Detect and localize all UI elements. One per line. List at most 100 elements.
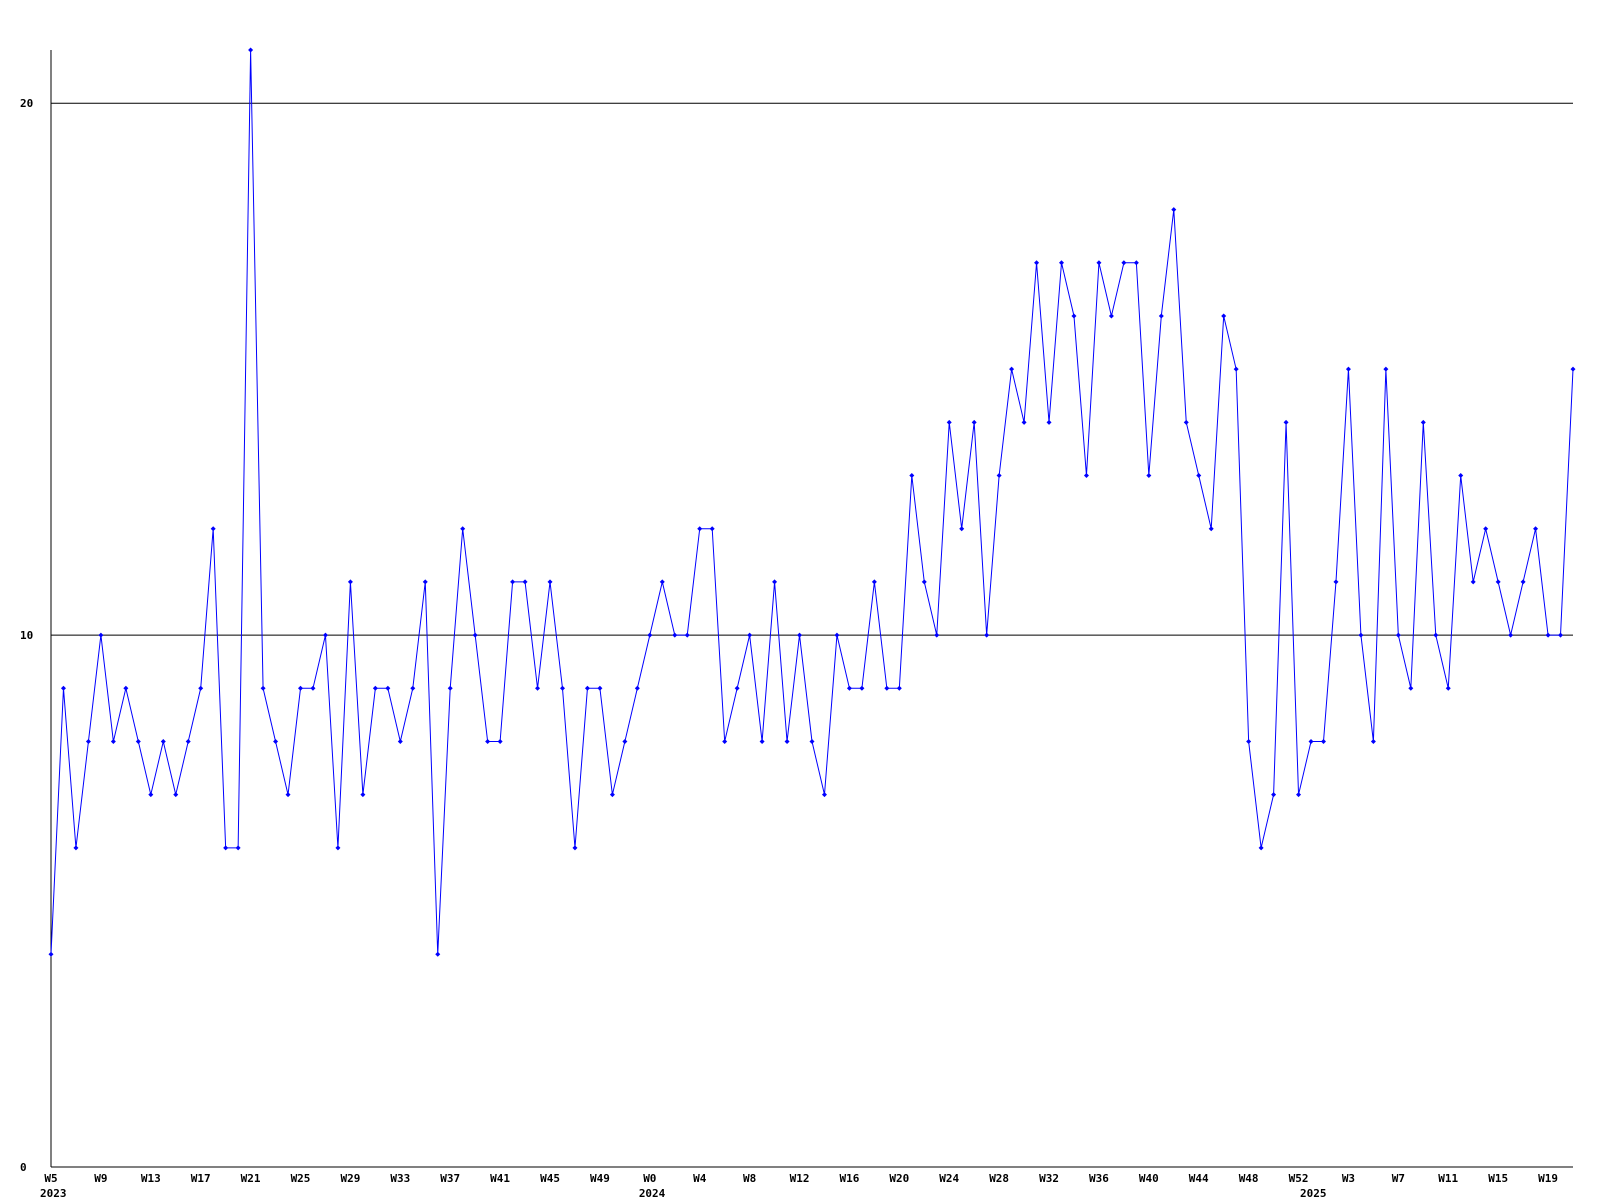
x-tick-label: W49 bbox=[590, 1172, 610, 1185]
data-point bbox=[946, 419, 952, 425]
x-tick-label: W24 bbox=[939, 1172, 959, 1185]
data-point bbox=[1133, 260, 1139, 266]
data-point bbox=[1495, 579, 1501, 585]
data-point bbox=[223, 845, 229, 851]
data-point bbox=[110, 738, 116, 744]
y-tick-label: 20 bbox=[20, 97, 33, 110]
data-point bbox=[1545, 632, 1551, 638]
data-point bbox=[734, 685, 740, 691]
data-point bbox=[1083, 473, 1089, 479]
data-point bbox=[1333, 579, 1339, 585]
x-tick-label: W44 bbox=[1189, 1172, 1209, 1185]
x-tick-label: W36 bbox=[1089, 1172, 1109, 1185]
data-point bbox=[1271, 792, 1277, 798]
data-point bbox=[235, 845, 241, 851]
data-point bbox=[248, 47, 254, 53]
data-point bbox=[260, 685, 266, 691]
data-point bbox=[1146, 473, 1152, 479]
data-point bbox=[210, 526, 216, 532]
x-tick-label: W20 bbox=[889, 1172, 909, 1185]
data-point bbox=[285, 792, 291, 798]
data-point bbox=[1208, 526, 1214, 532]
y-tick-label: 10 bbox=[20, 629, 33, 642]
data-point bbox=[1171, 207, 1177, 213]
data-point bbox=[1383, 366, 1389, 372]
data-point bbox=[772, 579, 778, 585]
data-point bbox=[422, 579, 428, 585]
data-point bbox=[273, 738, 279, 744]
data-point bbox=[959, 526, 965, 532]
data-point bbox=[85, 738, 91, 744]
data-point bbox=[934, 632, 940, 638]
data-point bbox=[460, 526, 466, 532]
x-tick-label: W15 bbox=[1488, 1172, 1508, 1185]
data-point bbox=[1445, 685, 1451, 691]
data-point bbox=[896, 685, 902, 691]
data-point bbox=[1358, 632, 1364, 638]
data-point bbox=[335, 845, 341, 851]
x-tick-label: W4 bbox=[693, 1172, 707, 1185]
data-point bbox=[298, 685, 304, 691]
data-point bbox=[347, 579, 353, 585]
data-point bbox=[996, 473, 1002, 479]
data-point bbox=[1483, 526, 1489, 532]
data-point bbox=[784, 738, 790, 744]
data-point bbox=[1320, 738, 1326, 744]
data-point bbox=[871, 579, 877, 585]
data-point bbox=[984, 632, 990, 638]
data-point bbox=[647, 632, 653, 638]
data-point bbox=[1258, 845, 1264, 851]
x-tick-label: W40 bbox=[1139, 1172, 1159, 1185]
data-point bbox=[310, 685, 316, 691]
data-point bbox=[609, 792, 615, 798]
x-tick-label: W0 bbox=[643, 1172, 656, 1185]
data-point bbox=[1221, 313, 1227, 319]
data-point bbox=[1196, 473, 1202, 479]
data-point bbox=[1283, 419, 1289, 425]
data-line bbox=[50, 49, 1574, 955]
data-point bbox=[472, 632, 478, 638]
data-point bbox=[1433, 632, 1439, 638]
data-point bbox=[1108, 313, 1114, 319]
x-tick-label: W19 bbox=[1538, 1172, 1558, 1185]
data-point bbox=[659, 579, 665, 585]
x-tick-label: W21 bbox=[241, 1172, 261, 1185]
data-point bbox=[809, 738, 815, 744]
data-point bbox=[322, 632, 328, 638]
data-point bbox=[185, 738, 191, 744]
data-point bbox=[909, 473, 915, 479]
data-point bbox=[60, 685, 66, 691]
data-point bbox=[173, 792, 179, 798]
data-point bbox=[759, 738, 765, 744]
x-tick-label: W28 bbox=[989, 1172, 1009, 1185]
data-point bbox=[497, 738, 503, 744]
x-tick-label: W52 bbox=[1289, 1172, 1309, 1185]
data-point bbox=[797, 632, 803, 638]
data-point bbox=[1420, 419, 1426, 425]
data-point bbox=[684, 632, 690, 638]
data-point bbox=[747, 632, 753, 638]
data-point bbox=[1183, 419, 1189, 425]
data-point bbox=[1508, 632, 1514, 638]
x-tick-label: W48 bbox=[1239, 1172, 1259, 1185]
x-tick-label: W3 bbox=[1342, 1172, 1355, 1185]
data-point bbox=[672, 632, 678, 638]
data-point bbox=[1046, 419, 1052, 425]
data-point bbox=[1558, 632, 1564, 638]
data-point bbox=[535, 685, 541, 691]
data-point bbox=[821, 792, 827, 798]
data-point bbox=[1470, 579, 1476, 585]
x-tick-label: W9 bbox=[94, 1172, 107, 1185]
data-point bbox=[1071, 313, 1077, 319]
data-point bbox=[846, 685, 852, 691]
data-point bbox=[584, 685, 590, 691]
data-point bbox=[160, 738, 166, 744]
x-tick-label: W29 bbox=[340, 1172, 360, 1185]
x-year-label: 2023 bbox=[40, 1187, 67, 1200]
data-point bbox=[559, 685, 565, 691]
data-point bbox=[1246, 738, 1252, 744]
data-point bbox=[597, 685, 603, 691]
data-point bbox=[98, 632, 104, 638]
data-point bbox=[1296, 792, 1302, 798]
